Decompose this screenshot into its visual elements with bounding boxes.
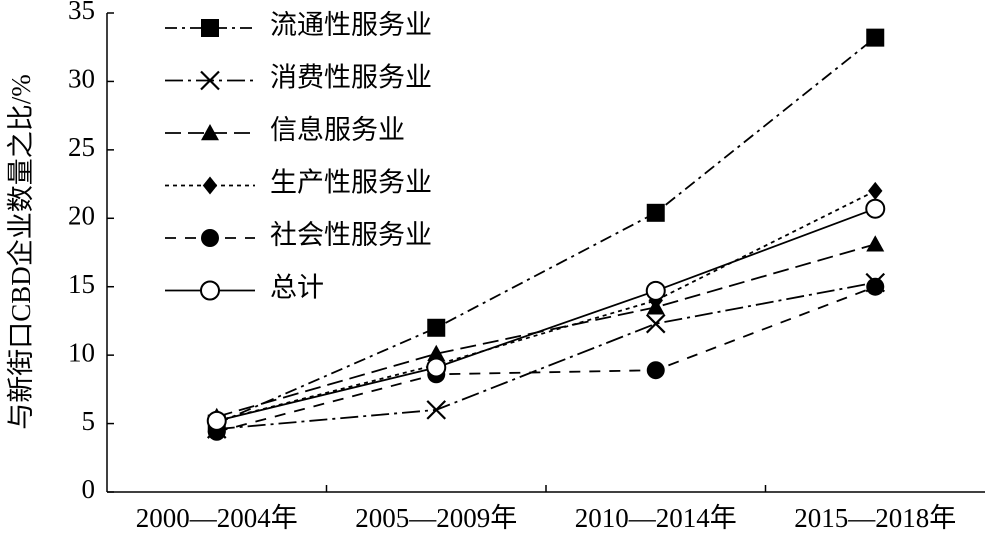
x-tick-label: 2010—2014年 <box>575 503 737 533</box>
marker <box>426 400 447 420</box>
y-tick-label: 0 <box>82 474 96 504</box>
legend-label: 流通性服务业 <box>270 10 432 40</box>
legend-marker <box>200 70 220 91</box>
marker <box>646 361 665 380</box>
marker <box>645 313 666 334</box>
y-tick-label: 35 <box>68 0 95 25</box>
marker <box>646 203 665 222</box>
x-tick-label: 2000—2004年 <box>136 503 298 533</box>
series-line <box>216 285 876 433</box>
marker <box>427 344 446 361</box>
marker <box>868 181 883 200</box>
legend-label: 社会性服务业 <box>270 220 432 250</box>
series-line <box>216 190 876 422</box>
y-tick-label: 20 <box>68 200 95 230</box>
y-tick-label: 30 <box>68 64 95 94</box>
marker <box>866 277 885 296</box>
marker <box>866 235 885 252</box>
marker <box>645 280 666 301</box>
legend-marker <box>201 124 219 141</box>
marker <box>427 318 446 337</box>
y-tick-label: 10 <box>68 337 95 367</box>
legend-label: 总计 <box>270 273 324 303</box>
x-tick-label: 2015—2018年 <box>794 503 956 533</box>
y-axis-label: 与新街口CBD企业数量之比/% <box>6 74 36 430</box>
legend-label: 消费性服务业 <box>270 63 432 93</box>
y-tick-label: 25 <box>68 132 95 162</box>
y-tick-label: 15 <box>68 269 95 299</box>
series-line <box>216 243 876 418</box>
legend-marker <box>201 19 219 37</box>
legend-label: 信息服务业 <box>270 115 405 145</box>
marker <box>866 28 885 47</box>
x-tick-label: 2005—2009年 <box>355 503 517 533</box>
y-tick-label: 5 <box>82 406 96 436</box>
marker <box>865 198 886 219</box>
series-line <box>216 36 876 425</box>
marker <box>426 357 447 378</box>
series-line <box>216 281 876 430</box>
legend-marker <box>201 229 219 247</box>
marker <box>206 410 227 431</box>
legend-label: 生产性服务业 <box>270 168 432 198</box>
legend-marker <box>202 176 218 195</box>
legend-marker <box>200 280 220 301</box>
series-line <box>216 207 876 422</box>
